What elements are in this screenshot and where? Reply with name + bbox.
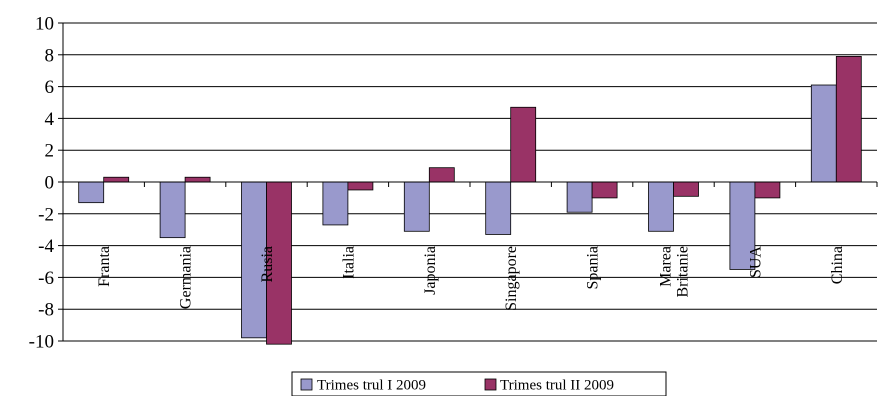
bar-series-2-singapore [510, 106, 537, 183]
y-tick-label: -4 [38, 236, 54, 257]
category-label-line: Singapore [503, 246, 520, 311]
legend-swatch-series-1 [300, 378, 313, 391]
y-tick-label: -10 [29, 332, 54, 353]
category-label-line: Marea [658, 246, 675, 287]
legend-label-series-2: Trimes trul II 2009 [500, 378, 614, 394]
category-label: Rusia [259, 246, 276, 282]
bar-series-1-spania [566, 181, 593, 213]
bar-series-2-italia [347, 181, 374, 191]
y-tick-label: -2 [38, 204, 54, 225]
legend-box [291, 371, 667, 396]
category-label: China [829, 246, 846, 284]
bar-series-1-rusia [241, 181, 267, 339]
y-tick-labels: 10 8 6 4 2 0 -2 -4 -6 -8 -10 [29, 14, 55, 353]
legend-swatch-series-2 [484, 378, 497, 391]
category-label-line: Spania [585, 246, 602, 290]
category-label: SUA [747, 246, 764, 278]
category-label-line: China [829, 246, 846, 284]
bar-series-1-italia [322, 181, 349, 226]
y-tick-label: 2 [45, 141, 55, 162]
category-label: Singapore [503, 246, 520, 311]
bar-series-2-spania [591, 181, 618, 199]
category-label-line: SUA [747, 246, 764, 278]
bar-series-1-sua [729, 181, 756, 270]
category-label-line: Franta [96, 246, 113, 287]
bar-series-2-sua [754, 181, 781, 199]
y-tick-label: 0 [45, 173, 55, 194]
legend: Trimes trul I 2009 Trimes trul II 2009 [291, 371, 667, 396]
bar-series-2-rusia [266, 181, 292, 345]
category-label: Franta [96, 246, 113, 287]
y-tick-label: 6 [45, 77, 55, 98]
bar-series-2-germania [184, 176, 211, 183]
y-tick-label: 4 [45, 109, 55, 130]
y-tick-label: -8 [38, 300, 54, 321]
axes [58, 22, 878, 342]
category-label-line: Japonia [422, 246, 439, 295]
bar-series-1-japonia [403, 181, 430, 232]
bar-series-1-singapore [485, 181, 512, 235]
bar-series-2-china [835, 55, 862, 183]
category-label: Marea Britanie [658, 246, 692, 298]
bar-series-1-china [810, 84, 837, 183]
category-label: Japonia [422, 246, 439, 295]
y-tick-label: 8 [45, 45, 55, 66]
category-label-line: Germania [178, 246, 195, 309]
bar-series-2-franta [103, 176, 130, 183]
y-tick-label: 10 [35, 14, 54, 35]
bar-series-1-marea-britanie [648, 181, 674, 232]
legend-label-series-1: Trimes trul I 2009 [317, 378, 426, 394]
category-label-line: Rusia [259, 246, 276, 282]
bar-series-2-japonia [428, 167, 455, 183]
bar-series-1-franta [78, 181, 105, 204]
category-labels: Franta Germania Rusia Italia Japonia Singapor… [96, 246, 846, 311]
y-tick-label: -6 [38, 268, 54, 289]
category-label-line: Italia [340, 246, 357, 279]
category-label: Germania [178, 246, 195, 309]
bar-series-1-germania [159, 181, 186, 239]
bar-series-2-marea-britanie [673, 181, 699, 197]
category-label: Spania [585, 246, 602, 290]
bars [78, 55, 862, 345]
category-label: Italia [340, 246, 357, 279]
category-label-line: Britanie [675, 246, 692, 298]
